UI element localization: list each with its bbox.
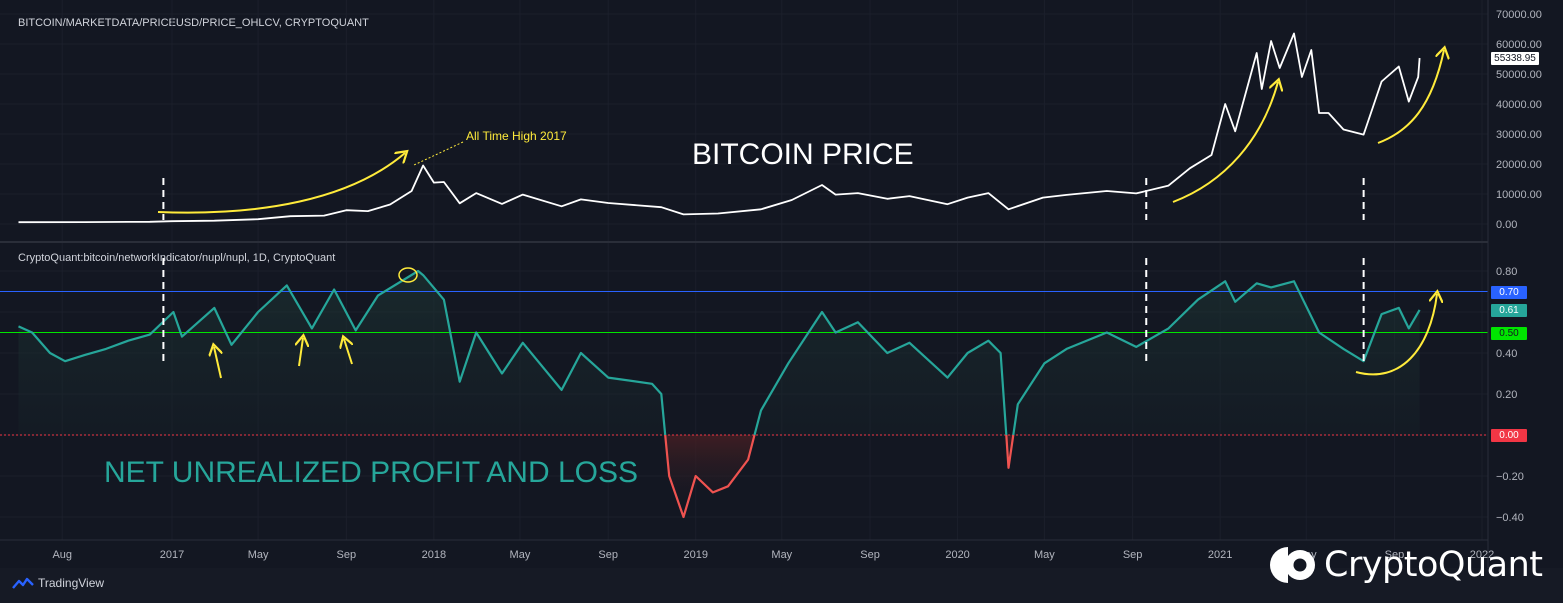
level-070-tag: 0.70 — [1491, 285, 1527, 299]
cryptoquant-wordmark: CryptoQuant — [1324, 545, 1543, 585]
trend-arrow-2017 — [157, 153, 405, 214]
x-tick-label: Sep — [598, 549, 618, 561]
nupl-line-negative — [664, 434, 756, 519]
ath-nupl-circle — [398, 267, 418, 283]
x-tick-label: Sep — [337, 549, 357, 561]
x-tick-label: Sep — [860, 549, 880, 561]
y-tick-label: 20000.00 — [1496, 159, 1542, 171]
y-tick-label: 0.40 — [1496, 348, 1517, 360]
price-last-value-tag: 55338.95 — [1491, 52, 1539, 65]
series-lines — [18, 32, 1421, 519]
x-tick-label: 2020 — [945, 549, 969, 561]
y-tick-label: 50000.00 — [1496, 69, 1542, 81]
nupl-pane-label: NET UNREALIZED PROFIT AND LOSS — [104, 456, 639, 489]
y-tick-label: −0.20 — [1496, 471, 1524, 483]
ath-leader-line — [413, 141, 464, 166]
x-tick-label: May — [248, 549, 269, 561]
level-lines — [0, 291, 1488, 436]
tradingview-icon — [12, 577, 34, 589]
x-tick-label: 2017 — [160, 549, 184, 561]
trend-arrow-2021-h2-nupl — [1355, 294, 1437, 376]
x-tick-label: 2021 — [1208, 549, 1232, 561]
y-tick-label: 0.20 — [1496, 389, 1517, 401]
x-tick-label: 2018 — [422, 549, 446, 561]
price-pane-label: BITCOIN PRICE — [692, 138, 914, 171]
tradingview-logo[interactable]: TradingView — [12, 576, 104, 590]
x-tick-label: May — [1034, 549, 1055, 561]
support-arrow — [299, 338, 303, 367]
price-line — [18, 32, 1421, 224]
nupl-line-positive — [1012, 280, 1421, 436]
y-tick-label: 0.80 — [1496, 266, 1517, 278]
x-tick-label: May — [510, 549, 531, 561]
ath-annotation: All Time High 2017 — [466, 129, 567, 143]
y-tick-label: 30000.00 — [1496, 129, 1542, 141]
price-pane-title: BITCOIN/MARKETDATA/PRICEUSD/PRICE_OHLCV,… — [18, 17, 369, 29]
support-arrow — [214, 347, 221, 379]
x-tick-label: Sep — [1123, 549, 1143, 561]
y-tick-label: 60000.00 — [1496, 39, 1542, 51]
y-tick-label: −0.40 — [1496, 512, 1524, 524]
x-tick-label: 2019 — [683, 549, 707, 561]
x-tick-label: May — [771, 549, 792, 561]
cryptoquant-logo: CryptoQuant — [1268, 545, 1543, 585]
support-arrow — [344, 339, 352, 365]
level-000-tag: 0.00 — [1491, 429, 1527, 442]
y-tick-label: 40000.00 — [1496, 99, 1542, 111]
trend-arrow-2021-h1 — [1172, 82, 1278, 203]
trend-arrow-2021-h2-price — [1377, 50, 1444, 144]
nupl-negative-area — [665, 435, 755, 517]
y-tick-label: 10000.00 — [1496, 189, 1542, 201]
annotations — [157, 50, 1444, 379]
x-tick-label: Sep — [1385, 549, 1405, 561]
y-tick-label: 0.00 — [1496, 219, 1517, 231]
tradingview-label: TradingView — [38, 576, 105, 590]
nupl-pane-title: CryptoQuant:bitcoin/networkIndicator/nup… — [18, 252, 336, 264]
nupl-last-value-tag: 0.61 — [1491, 303, 1527, 317]
level-050-tag: 0.50 — [1491, 326, 1527, 340]
nupl-line-positive — [18, 269, 667, 436]
y-tick-label: 70000.00 — [1496, 9, 1542, 21]
nupl-line-positive — [753, 310, 1008, 436]
chart-svg[interactable]: Aug 2017 May Sep 2018 May Sep 2019 May Sep 2020 May… — [0, 0, 1563, 568]
x-tick-label: Aug — [52, 549, 72, 561]
cryptoquant-icon — [1270, 547, 1315, 583]
nupl-line-negative — [1005, 434, 1015, 469]
